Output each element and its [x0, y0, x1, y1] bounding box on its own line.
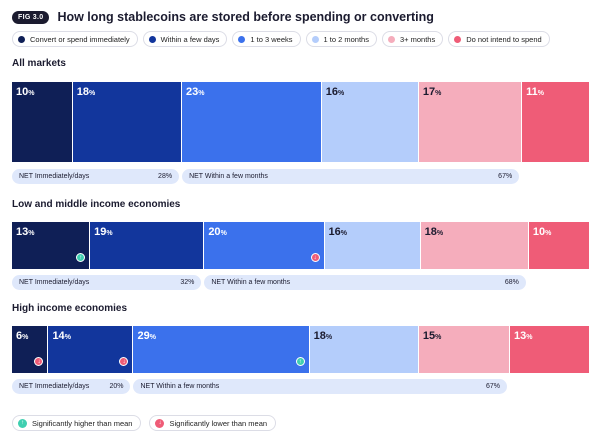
legend-label: 3+ months: [399, 34, 436, 44]
legend-label: Within a few days: [160, 34, 220, 44]
segment-value-label: 19%: [94, 226, 113, 238]
net-immediately-days-pill: NET Immediately/days 20%: [12, 379, 131, 394]
net-label: NET Within a few months: [140, 383, 220, 390]
bar-segment-4: 18%: [420, 222, 529, 269]
bar-segment-3: 18%: [309, 326, 419, 373]
net-value: 68%: [504, 279, 519, 286]
bar-segment-5: 10%: [528, 222, 589, 269]
significance-legend: ↑ Significantly higher than mean ↓ Signi…: [12, 415, 284, 431]
segment-value-label: 23%: [186, 86, 205, 98]
segment-value-label: 17%: [422, 86, 442, 98]
significance-lower-item: ↓ Significantly lower than mean: [149, 415, 277, 431]
net-within-few-months-pill: NET Within a few months 67%: [182, 169, 520, 184]
legend-label: Convert or spend immediately: [30, 34, 130, 44]
section-title-all-markets: All markets: [12, 58, 66, 69]
legend-item-few-days: Within a few days: [142, 31, 228, 47]
bar-segment-1: 19%: [90, 222, 205, 269]
bar-segment-2: 20% ↓: [204, 222, 325, 269]
bar-segment-0: 13% ↑: [12, 222, 91, 269]
significantly-lower-marker: ↓: [119, 357, 129, 366]
legend-item-not-intend: Do not intend to spend: [448, 31, 550, 47]
section-title-low-middle-income: Low and middle income economies: [12, 199, 181, 210]
stacked-bar-all-markets: 10% 18% 23% 16% 17% 11%: [12, 82, 589, 162]
bar-segment-5: 11%: [522, 82, 589, 162]
segment-value-label: 10%: [532, 226, 552, 238]
bar-segment-1: 14% ↓: [48, 326, 134, 373]
legend-swatch: [18, 35, 25, 43]
legend-item-convert: Convert or spend immediately: [12, 31, 138, 47]
legend-swatch: [148, 35, 156, 43]
net-value: 28%: [158, 173, 173, 180]
net-label: NET Immediately/days: [19, 383, 90, 390]
legend-label: 1 to 3 weeks: [250, 34, 293, 44]
bar-segment-3: 16%: [324, 222, 421, 269]
net-immediately-days-pill: NET Immediately/days 28%: [12, 169, 180, 184]
net-label: NET Immediately/days: [19, 279, 90, 286]
bar-segment-4: 15%: [418, 326, 510, 373]
segment-value-label: 16%: [325, 86, 345, 98]
segment-value-label: 16%: [328, 226, 347, 238]
figure-tag: FIG 3.0: [12, 10, 50, 24]
net-value: 20%: [109, 383, 124, 390]
bar-segment-3: 16%: [321, 82, 419, 162]
net-immediately-days-pill: NET Immediately/days 32%: [12, 275, 202, 290]
net-label: NET Within a few months: [189, 173, 268, 180]
segment-value-label: 10%: [16, 86, 35, 98]
down-arrow-icon: ↓: [155, 418, 165, 428]
net-within-few-months-pill: NET Within a few months 68%: [204, 275, 526, 290]
bar-segment-0: 6% ↓: [12, 326, 49, 373]
segment-value-label: 18%: [313, 330, 333, 342]
legend-swatch: [311, 35, 319, 43]
significantly-higher-marker: ↑: [76, 253, 86, 262]
legend-item-1-2-months: 1 to 2 months: [305, 31, 377, 47]
up-arrow-icon: ↑: [18, 418, 27, 428]
section-title-high-income: High income economies: [12, 303, 128, 314]
significance-lower-label: Significantly lower than mean: [169, 418, 268, 428]
stacked-bar-low-middle-income: 13% ↑ 19% 20% ↓ 16% 18% 10%: [12, 222, 589, 269]
legend-label: 1 to 2 months: [323, 34, 369, 44]
legend-swatch: [387, 35, 395, 43]
net-value: 67%: [498, 173, 513, 180]
significance-higher-item: ↑ Significantly higher than mean: [12, 415, 142, 431]
bar-segment-1: 18%: [72, 82, 183, 162]
net-label: NET Within a few months: [211, 279, 291, 286]
significantly-higher-marker: ↑: [295, 357, 305, 366]
segment-value-label: 6%: [16, 330, 29, 342]
legend-label: Do not intend to spend: [466, 34, 542, 44]
segment-value-label: 20%: [208, 226, 227, 238]
net-value: 32%: [180, 279, 195, 286]
segment-value-label: 13%: [514, 330, 533, 342]
net-within-few-months-pill: NET Within a few months 67%: [133, 379, 508, 394]
segment-value-label: 18%: [424, 226, 444, 238]
chart-header: FIG 3.0 How long stablecoins are stored …: [12, 8, 434, 26]
color-legend: Convert or spend immediately Within a fe…: [12, 31, 555, 47]
significantly-lower-marker: ↓: [310, 253, 320, 262]
bar-segment-4: 17%: [418, 82, 523, 162]
bar-segment-5: 13%: [510, 326, 589, 373]
legend-item-1-3-weeks: 1 to 3 weeks: [232, 31, 301, 47]
net-label: NET Immediately/days: [19, 173, 90, 180]
significance-higher-label: Significantly higher than mean: [32, 418, 133, 428]
bar-segment-2: 29% ↑: [133, 326, 310, 373]
segment-value-label: 29%: [137, 330, 156, 342]
segment-value-label: 15%: [422, 330, 442, 342]
segment-value-label: 13%: [16, 226, 35, 238]
net-value: 67%: [486, 383, 501, 390]
legend-swatch: [238, 35, 246, 43]
bar-segment-2: 23%: [182, 82, 322, 162]
chart-title: How long stablecoins are stored before s…: [57, 10, 434, 24]
legend-item-3-plus-months: 3+ months: [381, 31, 444, 47]
stacked-bar-high-income: 6% ↓ 14% ↓ 29% ↑ 18% 15% 13%: [12, 326, 589, 373]
segment-value-label: 18%: [76, 86, 96, 98]
significantly-lower-marker: ↓: [34, 357, 44, 366]
segment-value-label: 11%: [526, 86, 545, 98]
bar-segment-0: 10%: [12, 82, 73, 162]
segment-value-label: 14%: [52, 330, 71, 342]
legend-swatch: [454, 35, 462, 43]
